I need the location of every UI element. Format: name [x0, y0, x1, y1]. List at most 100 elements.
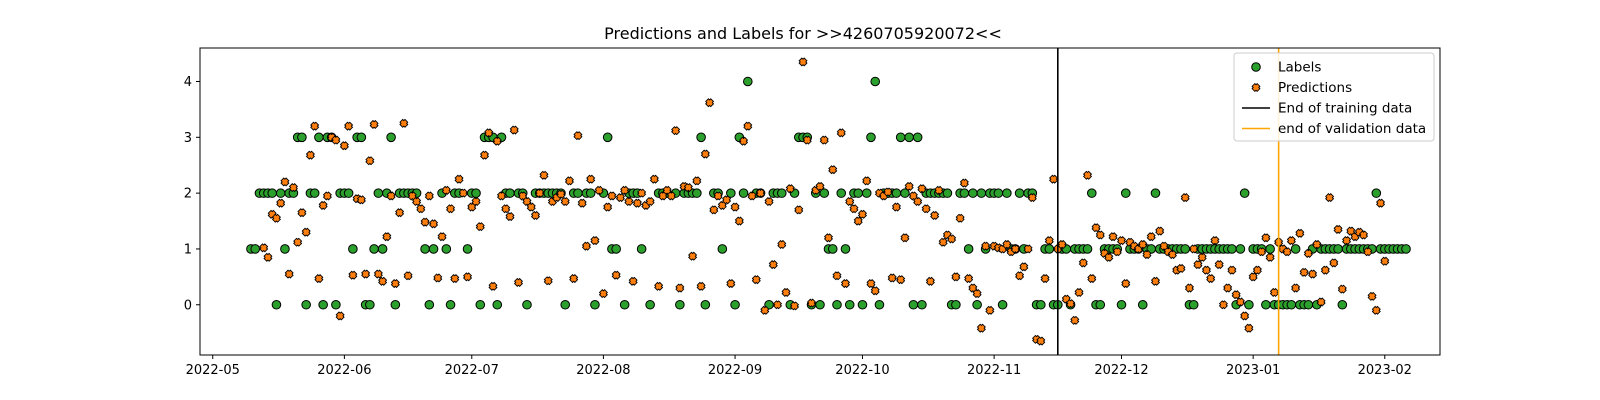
label-point	[462, 244, 473, 254]
label-point	[743, 76, 753, 87]
prediction-point	[339, 141, 349, 151]
y-tick-label: 2	[184, 187, 192, 202]
prediction-point	[654, 281, 664, 291]
label-point	[840, 244, 851, 254]
label-point	[963, 244, 974, 254]
label-point	[836, 188, 847, 198]
label-point	[861, 188, 872, 198]
prediction-point	[802, 135, 812, 145]
prediction-point	[1087, 273, 1097, 284]
prediction-point	[1308, 269, 1318, 279]
label-point	[424, 299, 435, 310]
label-point	[275, 188, 286, 198]
prediction-point	[764, 196, 774, 207]
prediction-point	[598, 289, 608, 299]
prediction-point	[509, 125, 519, 135]
prediction-point	[955, 213, 965, 223]
label-point	[968, 188, 978, 198]
prediction-point	[556, 189, 566, 199]
label-point	[692, 188, 702, 198]
prediction-point	[1049, 174, 1059, 184]
prediction-point	[356, 195, 366, 205]
prediction-point	[972, 289, 982, 299]
prediction-point	[450, 273, 460, 284]
prediction-point	[1214, 260, 1224, 270]
label-point	[675, 299, 685, 310]
prediction-point	[1015, 271, 1025, 281]
legend-label: end of validation data	[1278, 121, 1426, 137]
prediction-point	[768, 260, 778, 270]
data-layer	[246, 48, 1411, 355]
label-point	[611, 244, 621, 254]
label-point	[390, 299, 401, 310]
label-point	[1082, 244, 1093, 254]
prediction-point	[1269, 287, 1279, 298]
series-predictions	[259, 57, 1390, 346]
prediction-point	[624, 196, 634, 207]
prediction-point	[1206, 273, 1216, 284]
prediction-point	[403, 271, 413, 281]
label-point	[1401, 244, 1411, 254]
prediction-point	[607, 191, 617, 201]
label-point	[369, 244, 379, 254]
prediction-point	[471, 196, 481, 207]
label-point	[700, 299, 711, 310]
prediction-point	[263, 252, 273, 262]
label-point	[717, 244, 728, 254]
label-point	[1371, 188, 1382, 198]
label-point	[505, 188, 515, 198]
prediction-point	[305, 150, 315, 160]
x-tick-label: 2022-12	[1094, 363, 1148, 378]
prediction-point	[1074, 287, 1084, 298]
prediction-point	[1303, 248, 1313, 258]
x-tick-label: 2022-07	[445, 363, 499, 378]
chart-title: Predictions and Labels for >>42607059200…	[604, 24, 1002, 43]
prediction-point	[348, 270, 358, 280]
prediction-point	[475, 222, 485, 232]
prediction-point	[1010, 244, 1020, 254]
label-point	[1086, 188, 1097, 198]
prediction-point	[564, 176, 574, 186]
prediction-point	[713, 191, 723, 201]
prediction-point	[543, 276, 553, 286]
label-point	[280, 244, 290, 254]
prediction-point	[1227, 265, 1237, 275]
prediction-point	[683, 183, 693, 193]
prediction-point	[747, 191, 757, 201]
prediction-point	[1150, 276, 1161, 286]
prediction-point	[293, 237, 303, 247]
prediction-point	[832, 271, 842, 281]
prediction-point	[539, 170, 549, 180]
label-point	[1180, 244, 1191, 254]
prediction-point	[1312, 239, 1322, 250]
prediction-point	[581, 241, 591, 251]
label-point	[1227, 244, 1237, 254]
prediction-point	[1342, 236, 1352, 246]
label-point	[365, 299, 375, 310]
prediction-point	[1002, 239, 1012, 250]
label-point	[445, 299, 456, 310]
y-tick-label: 4	[184, 75, 192, 90]
label-point	[1261, 299, 1271, 310]
prediction-point	[705, 98, 715, 108]
prediction-point	[301, 227, 311, 237]
label-point	[1286, 299, 1297, 310]
prediction-point	[964, 273, 974, 284]
prediction-point	[883, 187, 893, 197]
prediction-point	[1240, 311, 1250, 321]
label-point	[377, 244, 388, 254]
prediction-point	[395, 208, 405, 218]
prediction-point	[1265, 252, 1275, 262]
prediction-point	[836, 128, 846, 138]
label-point	[573, 188, 583, 198]
prediction-point	[1197, 252, 1207, 262]
prediction-point	[849, 204, 859, 214]
legend-training-end: End of training data	[1242, 101, 1412, 117]
prediction-point	[866, 279, 876, 289]
prediction-point	[900, 233, 910, 243]
label-point	[560, 299, 571, 310]
prediction-point	[891, 202, 901, 212]
prediction-point	[1146, 232, 1156, 242]
prediction-point	[1320, 265, 1330, 275]
label-point	[815, 299, 825, 310]
